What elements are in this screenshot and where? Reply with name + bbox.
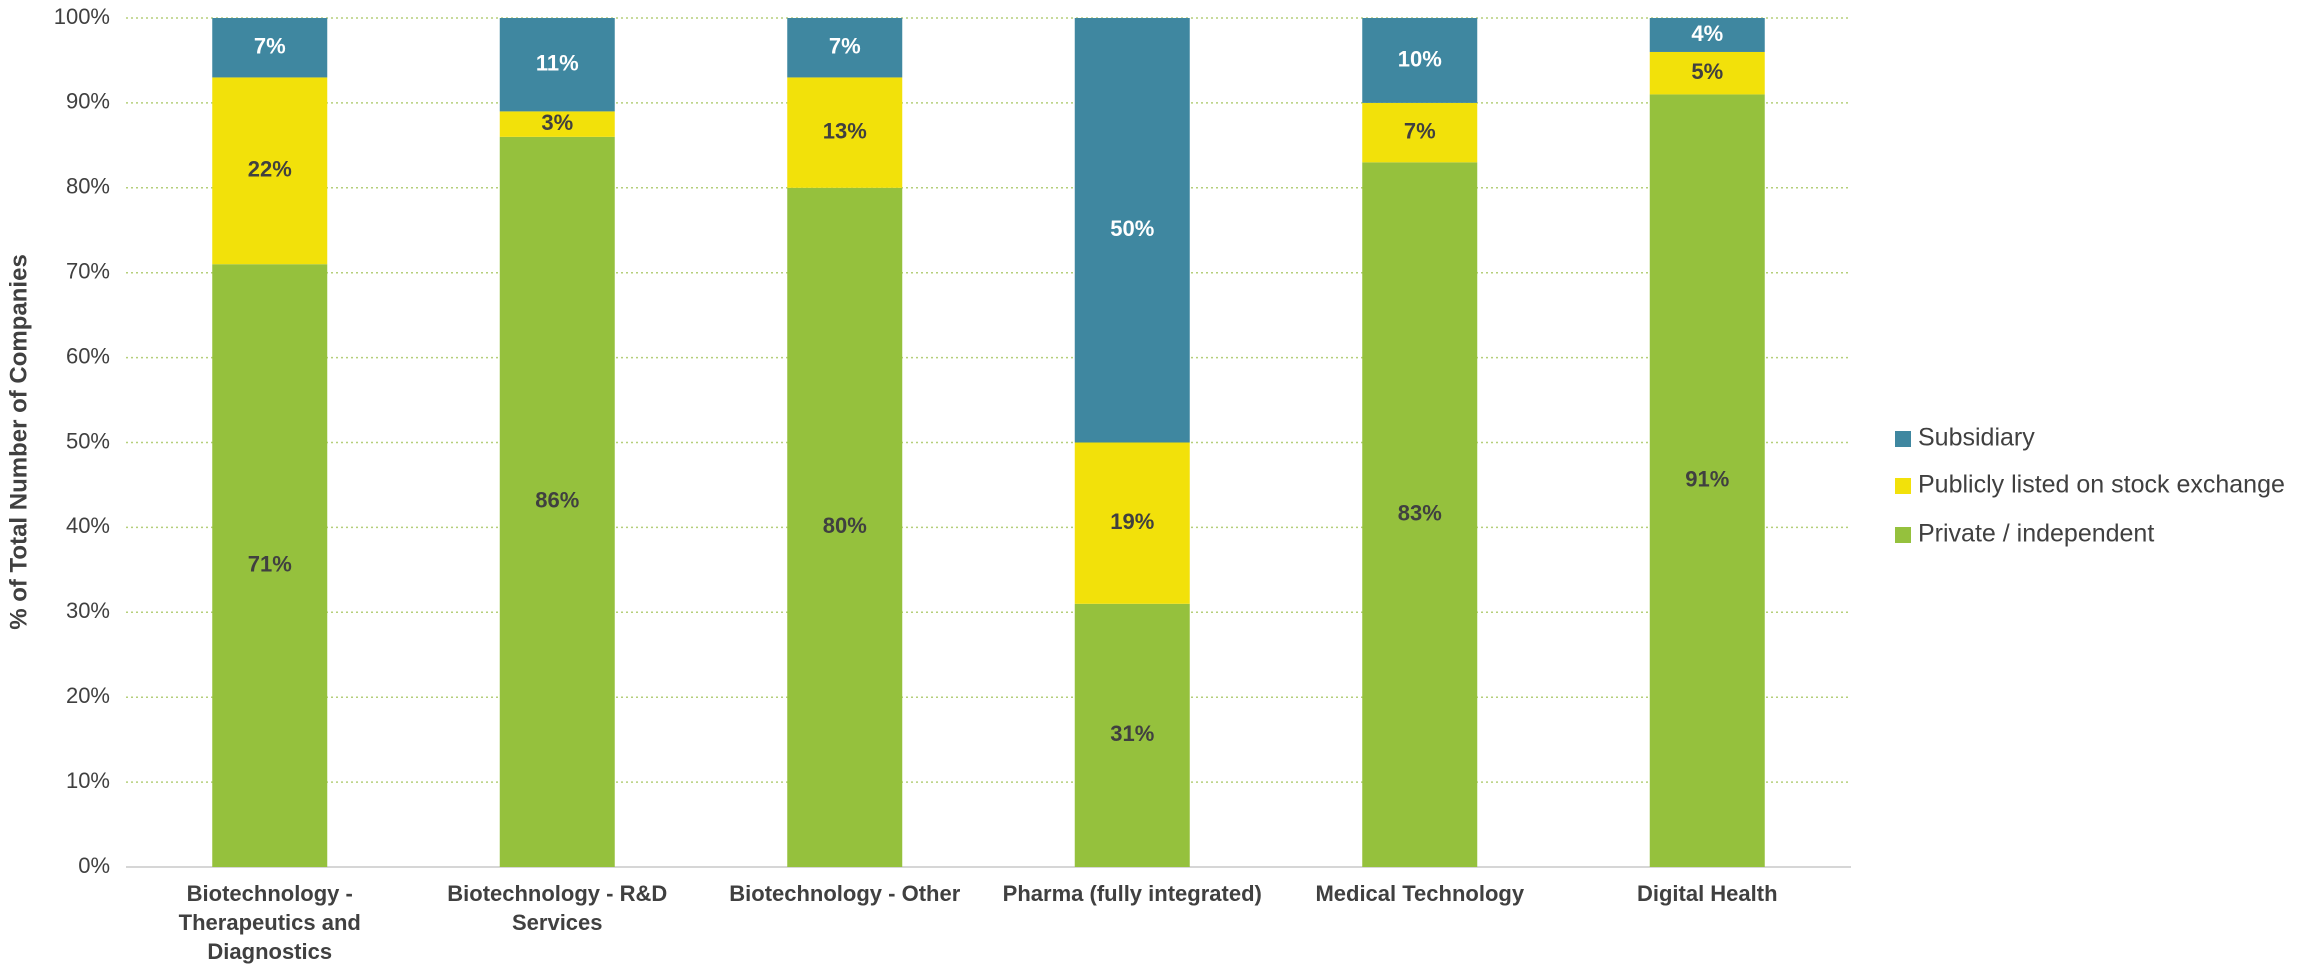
y-tick-label: 0% <box>78 853 110 878</box>
data-label: 71% <box>248 551 292 576</box>
x-tick-label-box: Medical Technology <box>1315 881 1525 906</box>
bar-segment <box>1362 18 1478 103</box>
x-tick-label-box: Biotechnology - Therapeutics and Diagnos… <box>178 881 361 964</box>
bar-segment <box>1074 603 1190 867</box>
y-tick-label: 90% <box>66 89 110 114</box>
data-label: 5% <box>1691 59 1723 84</box>
bar-segment <box>1074 18 1190 443</box>
x-tick-label: Digital Health <box>1636 881 1778 906</box>
y-tick-label: 40% <box>66 513 110 538</box>
y-tick-label: 60% <box>66 343 110 368</box>
y-tick-label: 70% <box>66 259 110 284</box>
y-tick-label: 10% <box>66 768 110 793</box>
y-tick-label: 20% <box>66 683 110 708</box>
x-tick-label-box: Biotechnology - R&D Services <box>447 881 668 935</box>
legend-swatch <box>1895 478 1911 494</box>
x-tick-label: Biotechnology - Other <box>729 881 961 906</box>
legend-label: Private / independent <box>1918 520 2154 548</box>
bar-segment <box>212 18 328 78</box>
data-label: 91% <box>1685 467 1729 492</box>
bar-segment <box>1362 162 1478 867</box>
x-tick-label-box: Pharma (fully integrated) <box>1002 881 1262 906</box>
y-axis-label: % of Total Number of Companies <box>5 254 32 630</box>
bar-segment <box>499 111 615 137</box>
data-label: 83% <box>1398 500 1442 525</box>
data-label: 80% <box>823 513 867 538</box>
data-label: 13% <box>823 118 867 143</box>
data-label: 4% <box>1691 21 1723 46</box>
bar-segment <box>499 136 615 868</box>
x-tick-label: Pharma (fully integrated) <box>1002 881 1262 906</box>
y-tick-label: 30% <box>66 598 110 623</box>
x-tick-label: Biotechnology - R&D Services <box>447 881 668 935</box>
bar-segment <box>1649 94 1765 867</box>
data-label: 10% <box>1398 46 1442 71</box>
bar-segment <box>787 18 903 78</box>
bar-segment <box>212 77 328 265</box>
y-tick-label: 100% <box>54 4 110 29</box>
bar-segment <box>1074 442 1190 604</box>
data-label: 7% <box>1404 118 1436 143</box>
y-tick-label: 50% <box>66 428 110 453</box>
bar-segment <box>1649 51 1765 95</box>
x-tick-label-box: Biotechnology - Other <box>729 881 961 906</box>
x-tick-label-box: Digital Health <box>1636 881 1778 906</box>
legend-label: Publicly listed on stock exchange <box>1918 471 2285 499</box>
data-label: 31% <box>1110 721 1154 746</box>
data-label: 50% <box>1110 216 1154 241</box>
legend-swatch <box>1895 527 1911 543</box>
legend-swatch <box>1895 431 1911 447</box>
x-tick-label: Medical Technology <box>1315 881 1525 906</box>
bar-segment <box>499 18 615 112</box>
bar-segment <box>1649 18 1765 52</box>
x-tick-label: Biotechnology - Therapeutics and Diagnos… <box>178 881 361 964</box>
data-label: 3% <box>541 110 573 135</box>
bar-segment <box>212 264 328 868</box>
data-label: 11% <box>536 51 579 76</box>
data-label: 7% <box>829 34 861 59</box>
data-label: 19% <box>1110 509 1154 534</box>
data-label: 86% <box>535 488 579 513</box>
bar-segment <box>787 77 903 188</box>
data-label: 22% <box>248 157 292 182</box>
bar-segment <box>787 187 903 868</box>
data-label: 7% <box>254 34 286 59</box>
legend-label: Subsidiary <box>1918 424 2035 452</box>
bar-segment <box>1362 102 1478 163</box>
y-tick-label: 80% <box>66 174 110 199</box>
